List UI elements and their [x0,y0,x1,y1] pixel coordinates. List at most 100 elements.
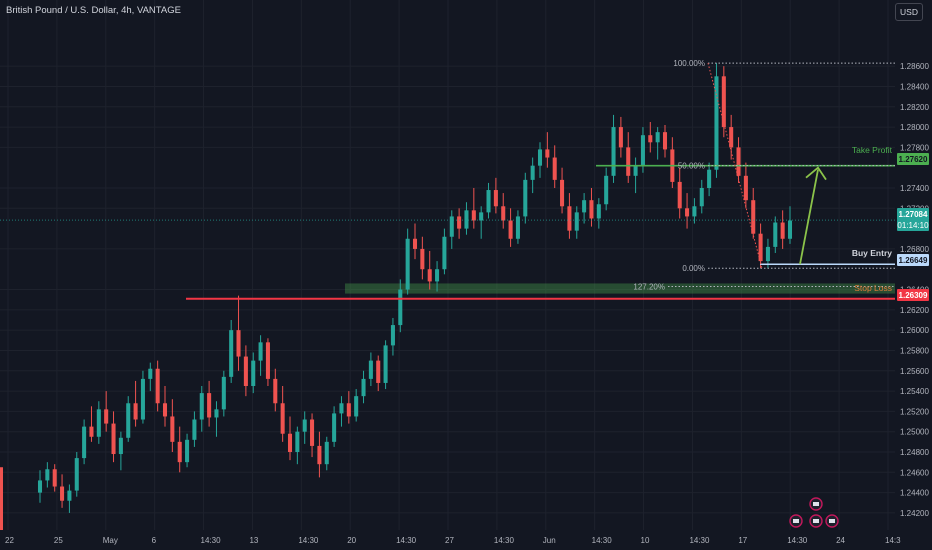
candle-body [251,360,256,386]
fib-diagonal [707,62,763,269]
time-tick-label: 27 [445,536,454,545]
candle-body [287,433,293,452]
candle-body [758,233,763,262]
candle [243,345,248,397]
candle-body [155,368,160,404]
candle [442,228,447,275]
candle [626,132,631,183]
economic-event-icon[interactable] [809,514,823,528]
price-tick-label: 1.25800 [900,346,929,355]
time-tick-label: 14:30 [689,536,710,545]
flag-stripe [813,502,819,506]
candle [508,208,513,247]
time-tick-label: 25 [54,536,63,545]
candle-body [648,135,653,143]
time-tick-label: 14:30 [592,536,613,545]
candle [743,162,748,209]
candle-body [302,419,307,432]
candle-body [52,469,57,487]
buy-entry-label[interactable]: Buy Entry [851,248,892,258]
candle-body [280,403,285,434]
candle [464,202,469,235]
candle-body [148,368,153,379]
candle [229,320,234,383]
candle [751,188,756,239]
candle [427,250,432,290]
candle [685,193,690,229]
candle [214,401,219,437]
price-tick-label: 1.27400 [900,184,929,193]
candle [74,452,79,497]
candle [383,340,388,390]
candle [412,223,418,260]
candle-body [626,147,631,176]
candle-body [743,175,748,201]
candle-body [332,413,337,442]
candle [354,389,359,422]
candle-body [560,179,565,207]
time-tick-label: 20 [347,536,356,545]
candle [133,380,138,427]
price-tick-label: 1.24400 [900,489,929,498]
price-tick-label: 1.26200 [900,306,929,315]
candle-body [486,190,491,213]
candle-body [751,200,756,234]
candle-body [361,378,366,397]
time-tick-label: May [103,536,118,545]
candle [162,386,168,427]
candle [287,416,293,461]
price-tick-label: 1.25000 [900,428,929,437]
candle [589,188,594,227]
candle-body [707,169,712,188]
candle [611,114,616,183]
candle [457,208,462,239]
countdown-tag: 01:14:10 [897,219,929,231]
stop-loss-label[interactable]: Stop Loss [854,283,892,293]
candle-body [398,289,403,326]
candle-body [765,246,770,262]
time-tick-label: 10 [641,536,650,545]
candle [670,137,675,188]
currency-button[interactable]: USD [895,3,923,21]
candle-body [721,76,726,128]
price-tick-label: 1.27800 [900,143,929,152]
economic-event-icon[interactable] [789,514,803,528]
candle-body [339,403,344,414]
projection-arrow-line [799,169,819,265]
candle [376,355,381,392]
candle [390,317,395,356]
fib-level-label: 50.00% [678,162,705,171]
candle-body [685,208,690,217]
time-tick-label: 24 [836,536,845,545]
candle [339,396,344,427]
take-profit-label[interactable]: Take Profit [851,145,892,155]
candle-body [324,441,329,465]
candle-body [582,200,587,213]
candle-body [736,147,741,176]
time-tick-label: 14:30 [787,536,808,545]
time-tick-label: 14:3 [885,536,901,545]
candle [523,172,528,224]
candle-body [729,127,734,148]
candle-body [714,76,719,170]
economic-event-icon[interactable] [809,497,823,511]
symbol-title[interactable]: British Pound / U.S. Dollar, 4h, VANTAGE [6,5,181,16]
time-tick-label: 14:30 [298,536,319,545]
fib-level-label: 127.20% [633,282,665,291]
buy-entry-price-tag: 1.26649 [897,254,929,266]
candle [537,142,543,178]
candle-body [457,216,462,229]
current-price-tag: 1.27084 [897,208,929,220]
candle-body [60,486,65,501]
candle-body [773,222,778,247]
candle-body [295,431,300,452]
candle [310,413,315,458]
candle [60,474,65,508]
candle [45,462,50,488]
candle [126,396,131,442]
time-tick-label: Jun [543,536,556,545]
fib-level-label: 0.00% [682,264,705,273]
price-tick-label: 1.25400 [900,387,929,396]
economic-event-icon[interactable] [825,514,839,528]
